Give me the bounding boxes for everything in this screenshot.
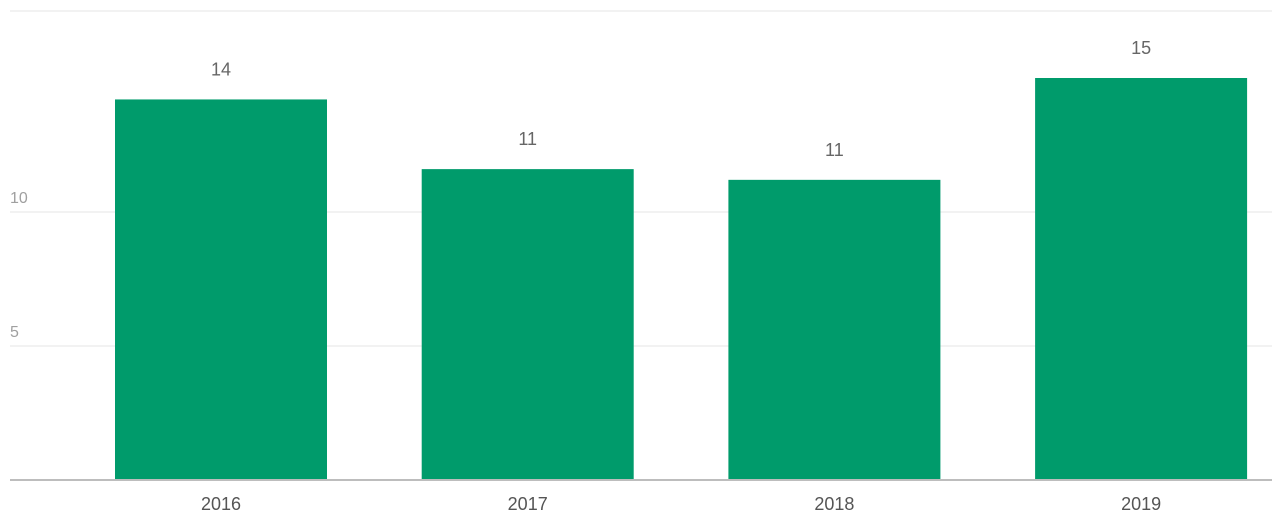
x-tick-label-2016: 2016 <box>201 494 241 514</box>
y-tick-label: 10 <box>10 190 28 207</box>
bar-2017 <box>421 169 634 480</box>
x-tick-label-2019: 2019 <box>1121 494 1161 514</box>
x-tick-label-2018: 2018 <box>814 494 854 514</box>
bar-2019 <box>1035 78 1248 480</box>
x-tick-label-2017: 2017 <box>508 494 548 514</box>
data-label-2017: 11 <box>518 129 537 149</box>
bars <box>115 78 1248 480</box>
data-label-2019: 15 <box>1131 38 1151 58</box>
data-labels: 14 11 11 15 <box>211 38 1151 160</box>
bar-2016 <box>115 99 327 480</box>
data-label-2016: 14 <box>211 59 231 79</box>
data-label-2018: 11 <box>825 140 844 160</box>
y-axis-ticks: 5 10 <box>10 190 28 341</box>
x-axis-ticks: 2016 2017 2018 2019 <box>201 494 1161 514</box>
y-tick-label: 5 <box>10 324 19 341</box>
bar-2018 <box>728 179 941 480</box>
